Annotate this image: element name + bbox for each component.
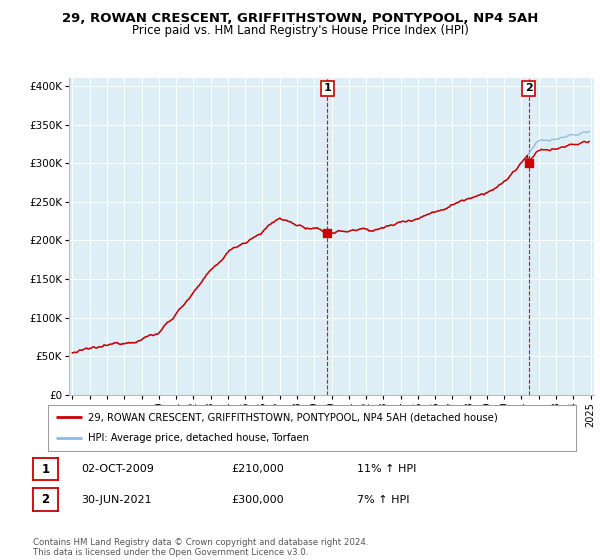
Text: HPI: Average price, detached house, Torfaen: HPI: Average price, detached house, Torf…	[88, 433, 308, 444]
Text: Price paid vs. HM Land Registry's House Price Index (HPI): Price paid vs. HM Land Registry's House …	[131, 24, 469, 36]
Text: 1: 1	[323, 83, 331, 94]
Text: 11% ↑ HPI: 11% ↑ HPI	[357, 464, 416, 474]
Text: 1: 1	[41, 463, 50, 476]
Text: 29, ROWAN CRESCENT, GRIFFITHSTOWN, PONTYPOOL, NP4 5AH: 29, ROWAN CRESCENT, GRIFFITHSTOWN, PONTY…	[62, 12, 538, 25]
Text: 2: 2	[525, 83, 533, 94]
Text: Contains HM Land Registry data © Crown copyright and database right 2024.
This d: Contains HM Land Registry data © Crown c…	[33, 538, 368, 557]
Text: 30-JUN-2021: 30-JUN-2021	[81, 494, 152, 505]
Text: £300,000: £300,000	[231, 494, 284, 505]
Text: 29, ROWAN CRESCENT, GRIFFITHSTOWN, PONTYPOOL, NP4 5AH (detached house): 29, ROWAN CRESCENT, GRIFFITHSTOWN, PONTY…	[88, 412, 497, 422]
Text: 2: 2	[41, 493, 50, 506]
Text: 7% ↑ HPI: 7% ↑ HPI	[357, 494, 409, 505]
Text: 02-OCT-2009: 02-OCT-2009	[81, 464, 154, 474]
Text: £210,000: £210,000	[231, 464, 284, 474]
